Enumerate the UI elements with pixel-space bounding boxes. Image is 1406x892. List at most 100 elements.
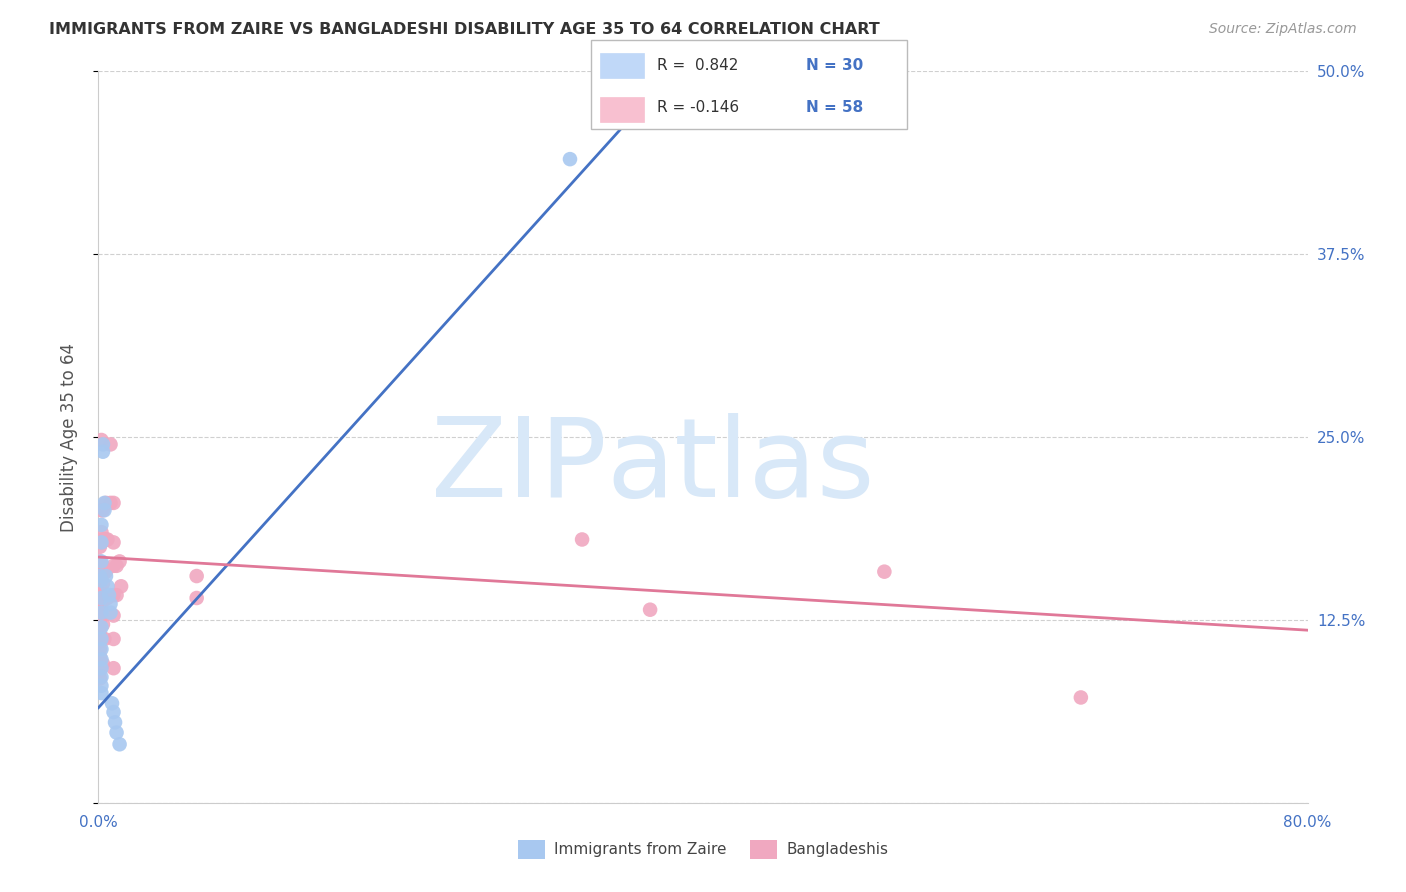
Point [90,632,112,646]
Point [91,576,114,591]
Point [100,437,122,451]
Point [90,525,112,540]
Point [98,588,121,602]
Point [110,579,132,593]
Point [94,533,117,547]
Point [103,661,125,675]
Point [186,591,208,605]
Point [89,588,111,602]
Point [100,597,122,611]
Point [94,565,117,579]
Point [103,588,125,602]
Point [571,533,593,547]
Point [91,558,114,573]
Text: ZIP: ZIP [430,413,606,520]
Point [1070,690,1092,705]
Point [90,606,112,620]
Point [558,152,581,166]
Point [90,433,112,447]
Point [90,588,112,602]
Point [89,635,111,649]
Point [93,533,115,547]
Point [94,569,117,583]
Point [90,603,112,617]
Text: N = 58: N = 58 [806,100,863,114]
Point [91,437,114,451]
Point [89,642,111,657]
Point [90,686,112,700]
Text: IMMIGRANTS FROM ZAIRE VS BANGLADESHI DISABILITY AGE 35 TO 64 CORRELATION CHART: IMMIGRANTS FROM ZAIRE VS BANGLADESHI DIS… [49,22,880,37]
Point [90,661,112,675]
Point [89,620,111,634]
Point [105,588,128,602]
Point [873,565,896,579]
Point [89,664,111,678]
Text: Source: ZipAtlas.com: Source: ZipAtlas.com [1209,22,1357,37]
Point [91,533,114,547]
Point [90,535,112,549]
Point [108,737,131,751]
Y-axis label: Disability Age 35 to 64: Disability Age 35 to 64 [59,343,77,532]
Point [101,696,124,710]
Point [89,657,111,671]
Point [93,496,115,510]
Legend: Immigrants from Zaire, Bangladeshis: Immigrants from Zaire, Bangladeshis [512,834,894,864]
Point [103,608,125,623]
Point [91,657,114,671]
Point [93,632,115,646]
Point [105,558,128,573]
Point [90,591,112,605]
Point [105,725,128,739]
Point [90,679,112,693]
Point [89,597,111,611]
Point [90,517,112,532]
Point [89,672,111,686]
Point [93,565,115,579]
Point [89,613,111,627]
Text: atlas: atlas [606,413,875,520]
Text: R = -0.146: R = -0.146 [657,100,740,114]
Point [96,579,118,593]
Point [90,503,112,517]
Point [90,558,112,573]
Point [93,503,115,517]
Point [103,535,125,549]
FancyBboxPatch shape [591,40,907,129]
Point [91,444,114,458]
Point [638,603,661,617]
Point [90,535,112,549]
Point [91,594,114,608]
Text: R =  0.842: R = 0.842 [657,58,738,72]
Point [103,496,125,510]
Point [103,632,125,646]
Point [103,705,125,719]
Point [93,591,115,605]
Point [96,591,118,605]
Point [89,569,111,583]
Point [104,715,127,730]
Point [89,579,111,593]
Point [89,606,111,620]
Point [91,503,114,517]
Point [94,496,117,510]
Point [90,670,112,684]
Point [96,533,118,547]
Point [89,554,111,568]
Point [90,554,112,568]
Point [89,649,111,664]
Point [91,617,114,632]
Point [103,558,125,573]
Point [89,540,111,554]
FancyBboxPatch shape [600,53,644,78]
Point [108,554,131,568]
Text: N = 30: N = 30 [806,58,863,72]
Point [89,627,111,641]
FancyBboxPatch shape [600,97,644,122]
Point [90,642,112,657]
Point [90,620,112,634]
Point [100,606,122,620]
Point [100,496,122,510]
Point [186,569,208,583]
Point [90,574,112,588]
Point [90,652,112,666]
